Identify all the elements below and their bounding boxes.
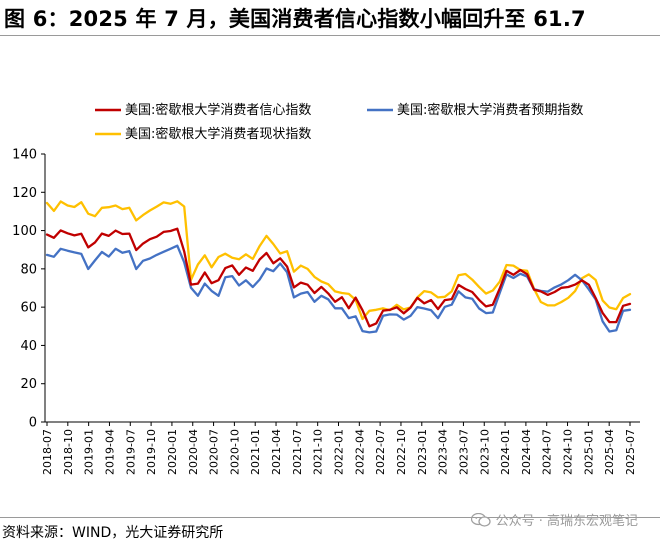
x-tick-label: 2024-01 xyxy=(499,429,512,475)
legend-label-0: 美国:密歇根大学消费者信心指数 xyxy=(125,102,311,118)
x-tick-label: 2025-07 xyxy=(624,429,637,475)
y-tick-label: 80 xyxy=(20,262,37,277)
y-tick-label: 100 xyxy=(12,224,37,239)
x-tick-label: 2023-07 xyxy=(457,429,470,475)
x-tick-label: 2020-07 xyxy=(208,429,221,475)
series-line-1 xyxy=(45,244,632,334)
x-tick-label: 2023-04 xyxy=(437,429,450,475)
x-tick-label: 2023-10 xyxy=(478,429,491,475)
x-tick-label: 2019-04 xyxy=(103,429,116,475)
x-tick-label: 2021-01 xyxy=(249,429,262,475)
x-tick-label: 2020-01 xyxy=(166,429,179,475)
series-line-0 xyxy=(45,227,632,328)
footer-divider xyxy=(0,517,660,518)
x-axis: 2018-07 2018-10 2019-01 2019-04 2019-07 2019-… xyxy=(41,421,640,475)
x-tick-label: 2018-10 xyxy=(62,429,75,475)
title-bar: 图 6：2025 年 7 月，美国消费者信心指数小幅回升至 61.7 xyxy=(0,0,660,36)
x-tick-label: 2023-01 xyxy=(416,429,429,475)
x-tick-label: 2024-04 xyxy=(520,429,533,475)
y-tick-label: 0 xyxy=(29,416,37,431)
x-tick-label: 2019-07 xyxy=(124,429,137,475)
y-tick-label: 40 xyxy=(20,339,37,354)
wechat-icon xyxy=(470,512,491,527)
y-tick-label: 140 xyxy=(12,148,37,163)
x-tick-label: 2022-07 xyxy=(374,429,387,475)
x-tick-label: 2024-10 xyxy=(562,429,575,475)
x-tick-label: 2020-10 xyxy=(228,429,241,475)
y-axis: 0 20 40 60 80 100 120 140 xyxy=(12,148,46,431)
x-tick-label: 2019-10 xyxy=(145,429,158,475)
x-tick-label: 2025-01 xyxy=(582,429,595,475)
x-tick-label: 2019-01 xyxy=(83,429,96,475)
x-tick-label: 2021-10 xyxy=(312,429,325,475)
x-tick-label: 2022-01 xyxy=(333,429,346,475)
x-tick-label: 2018-07 xyxy=(41,429,54,475)
x-tick-label: 2022-04 xyxy=(353,429,366,475)
y-tick-label: 60 xyxy=(20,301,37,316)
x-tick-label: 2025-04 xyxy=(603,429,616,475)
plot-area xyxy=(45,200,632,334)
series-line-2 xyxy=(45,200,632,321)
x-tick-label: 2022-10 xyxy=(395,429,408,475)
line-chart: 美国:密歇根大学消费者信心指数 美国:密歇根大学消费者预期指数美国:密歇根大学消费… xyxy=(12,102,640,475)
watermark-text: 公众号 · 高瑞东宏观笔记 xyxy=(495,514,638,529)
x-tick-label: 2024-07 xyxy=(541,429,554,475)
legend-label-1: 美国:密歇根大学消费者预期指数 xyxy=(397,102,583,118)
x-tick-label: 2021-04 xyxy=(270,429,283,475)
legend-label-2: 美国:密歇根大学消费者现状指数 xyxy=(125,126,311,142)
y-tick-label: 20 xyxy=(20,377,37,392)
x-tick-label: 2020-04 xyxy=(187,429,200,475)
watermark: 公众号 · 高瑞东宏观笔记 xyxy=(470,510,638,529)
source-note: 资料来源：WIND，光大证券研究所 xyxy=(2,525,224,541)
y-tick-label: 120 xyxy=(12,186,37,201)
x-tick-label: 2021-07 xyxy=(291,429,304,475)
title-divider xyxy=(0,35,660,36)
page-title: 图 6：2025 年 7 月，美国消费者信心指数小幅回升至 61.7 xyxy=(4,7,586,31)
chart-legend: 美国:密歇根大学消费者信心指数 美国:密歇根大学消费者预期指数美国:密歇根大学消费… xyxy=(95,102,583,142)
